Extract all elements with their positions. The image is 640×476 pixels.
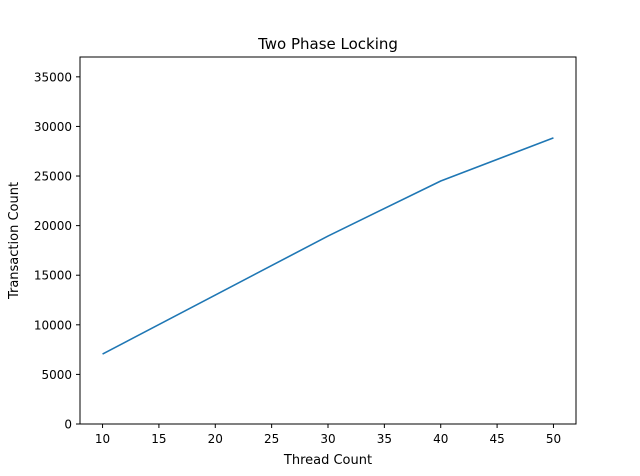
x-tick-label: 15 xyxy=(151,432,166,446)
y-tick-label: 0 xyxy=(64,418,72,432)
y-tick-label: 25000 xyxy=(34,170,72,184)
y-axis-label: Transaction Count xyxy=(7,182,22,300)
x-tick-label: 50 xyxy=(546,432,561,446)
chart-title: Two Phase Locking xyxy=(257,35,398,53)
x-axis: 10 15 20 25 30 35 40 45 50 xyxy=(95,424,561,446)
x-tick-label: 30 xyxy=(320,432,335,446)
x-tick-label: 25 xyxy=(264,432,279,446)
y-tick-label: 10000 xyxy=(34,318,72,332)
y-tick-label: 30000 xyxy=(34,120,72,134)
x-tick-label: 45 xyxy=(489,432,504,446)
x-tick-label: 40 xyxy=(433,432,448,446)
y-tick-label: 5000 xyxy=(41,368,72,382)
x-tick-label: 10 xyxy=(95,432,110,446)
series-line-0 xyxy=(102,137,554,355)
y-axis: 0 5000 10000 15000 20000 25000 30000 35000 xyxy=(34,70,80,432)
x-tick-label: 35 xyxy=(377,432,392,446)
y-tick-label: 35000 xyxy=(34,70,72,84)
y-tick-label: 20000 xyxy=(34,219,72,233)
plot-frame xyxy=(79,56,577,425)
y-tick-label: 15000 xyxy=(34,269,72,283)
plot-area xyxy=(79,56,577,425)
x-axis-label: Thread Count xyxy=(283,453,372,468)
x-tick-label: 20 xyxy=(208,432,223,446)
series-layer xyxy=(102,137,554,355)
